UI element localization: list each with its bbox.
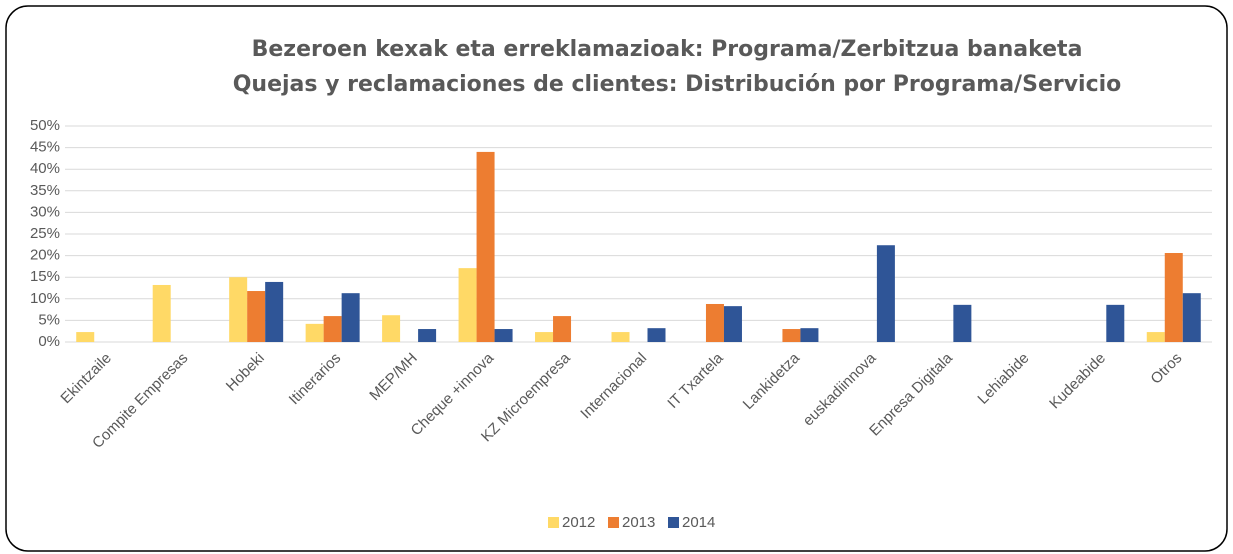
bar (382, 315, 401, 342)
bar (953, 304, 972, 342)
bar (647, 328, 666, 342)
legend-swatch (668, 517, 679, 528)
y-tick-label: 40% (30, 160, 60, 177)
legend-label: 2012 (562, 514, 595, 531)
bar (247, 291, 266, 342)
bar (265, 281, 284, 342)
y-tick-label: 45% (30, 139, 60, 156)
chart-subtitle: Quejas y reclamaciones de clientes: Dist… (233, 72, 1122, 97)
bar (553, 316, 572, 342)
y-tick-label: 35% (30, 182, 60, 199)
bar (535, 332, 554, 342)
bar (229, 277, 248, 342)
bar (305, 323, 324, 342)
legend-swatch (548, 517, 559, 528)
bar (152, 284, 171, 342)
y-tick-label: 25% (30, 225, 60, 242)
y-tick-label: 20% (30, 247, 60, 264)
bar (1146, 332, 1165, 342)
legend-label: 2014 (682, 514, 715, 531)
bar (705, 303, 724, 342)
bar (418, 329, 437, 342)
bar (723, 306, 742, 342)
y-tick-label: 50% (30, 117, 60, 134)
bar (458, 268, 477, 342)
bar (476, 151, 495, 342)
y-tick-label: 30% (30, 203, 60, 220)
bar (876, 245, 895, 342)
y-tick-label: 5% (38, 311, 60, 328)
chart-border (5, 5, 1228, 552)
bar (1164, 253, 1183, 342)
y-tick-label: 0% (38, 333, 60, 350)
y-tick-label: 10% (30, 290, 60, 307)
bar (323, 316, 342, 342)
y-tick-label: 15% (30, 268, 60, 285)
bar (800, 328, 819, 342)
bar (76, 332, 95, 342)
bar (611, 332, 630, 342)
bar (1182, 293, 1201, 342)
bar (341, 293, 360, 342)
chart-title: Bezeroen kexak eta erreklamazioak: Progr… (252, 37, 1083, 62)
bar (494, 329, 513, 342)
bar (782, 329, 801, 342)
legend-label: 2013 (622, 514, 655, 531)
legend-swatch (608, 517, 619, 528)
bar (1106, 304, 1125, 342)
